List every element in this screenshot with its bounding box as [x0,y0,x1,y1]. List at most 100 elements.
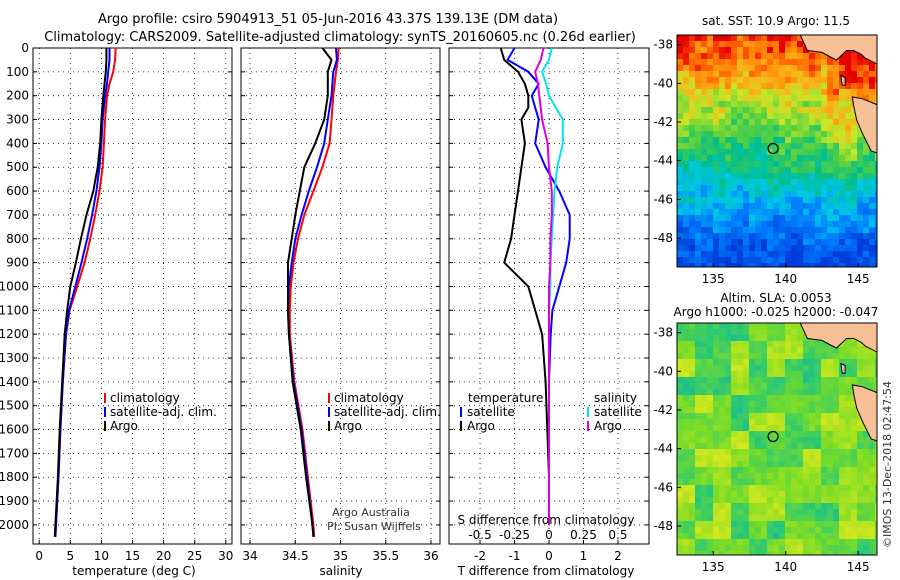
map-field [677,323,877,555]
map-cell [737,545,744,552]
map-cell [749,215,756,222]
map-cell [707,539,714,546]
map-cell [737,149,744,156]
map-cell [701,101,708,108]
map-cell [821,173,828,180]
map-cell [761,263,768,267]
map-cell [701,131,708,138]
map-cell [809,449,816,456]
map-cell [827,515,834,522]
map-cell [815,89,822,96]
map-cell [809,149,816,156]
map-cell [689,155,696,162]
map-cell [677,47,684,54]
map-cell [815,149,822,156]
map-cell [689,335,696,342]
map-cell [755,365,762,372]
map-cell [677,209,684,216]
map-cell [749,167,756,174]
map-cell [803,347,810,354]
map-cell [749,335,756,342]
map-cell [737,113,744,120]
map-cell [695,251,702,258]
map-cell [743,191,750,198]
map-cell [695,257,702,264]
map-cell [803,431,810,438]
map-cell [683,179,690,186]
x-tick-label: 34 [242,549,257,563]
map-cell [767,365,774,372]
map-cell [821,143,828,150]
map-cell [839,377,846,384]
map-cell [821,545,828,552]
map-cell [689,407,696,414]
map-cell [737,53,744,60]
map-cell [827,89,834,96]
map-cell [803,527,810,534]
map-cell [683,107,690,114]
map-cell [731,215,738,222]
map-cell [749,383,756,390]
map-cell [707,551,714,555]
map-cell [797,47,804,54]
map-cell [773,47,780,54]
map-cell [869,473,876,480]
map-cell [773,401,780,408]
map-cell [809,533,816,540]
map-cell [713,389,720,396]
map-cell [845,521,852,528]
map-cell [803,53,810,60]
map-cell [803,161,810,168]
plot-frame [32,47,233,545]
map-cell [743,443,750,450]
map-cell [869,203,876,210]
map-cell [755,83,762,90]
map-cell [809,365,816,372]
map-cell [677,149,684,156]
map-cell [689,491,696,498]
map-cell [689,233,696,240]
y-tick-label: 200 [6,89,29,103]
map-cell [761,329,768,336]
map-cell [761,119,768,126]
map-cell [821,461,828,468]
map-cell [785,77,792,84]
map-cell [761,257,768,264]
map-cell [761,455,768,462]
map-cell [809,359,816,366]
map-cell [719,47,726,54]
map-cell [683,113,690,120]
map-cell [821,89,828,96]
map-cell [737,527,744,534]
map-cell [743,329,750,336]
map-cell [677,101,684,108]
map-cell [833,491,840,498]
map-cell [797,71,804,78]
map-cell [779,329,786,336]
map-cell [707,401,714,408]
map-cell [833,77,840,84]
map-cell [857,203,864,210]
map-cell [737,383,744,390]
map-cell [767,185,774,192]
map-cell [791,263,798,267]
map-cell [803,377,810,384]
map-cell [761,443,768,450]
map-cell [719,371,726,378]
map-cell [689,179,696,186]
map-cell [689,263,696,267]
map-cell [743,173,750,180]
map-cell [815,239,822,246]
map-cell [695,335,702,342]
map-cell [761,497,768,504]
map-cell [803,227,810,234]
map-cell [701,65,708,72]
map-cell [827,209,834,216]
map-cell [755,233,762,240]
y-tick-label: 500 [6,160,29,174]
y-tick-label: 700 [6,208,29,222]
map-cell [689,437,696,444]
map-cell [839,473,846,480]
map-cell [719,155,726,162]
map-cell [737,335,744,342]
